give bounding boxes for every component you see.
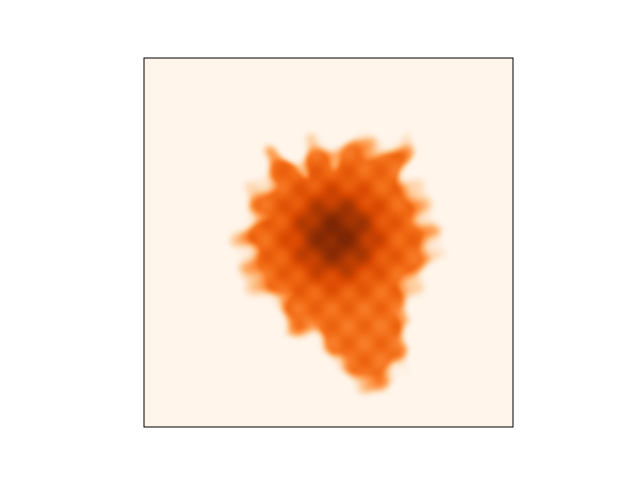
- heatmap-image: [144, 58, 513, 427]
- axes-frame: [143, 57, 514, 428]
- heatmap-axes: [143, 57, 514, 428]
